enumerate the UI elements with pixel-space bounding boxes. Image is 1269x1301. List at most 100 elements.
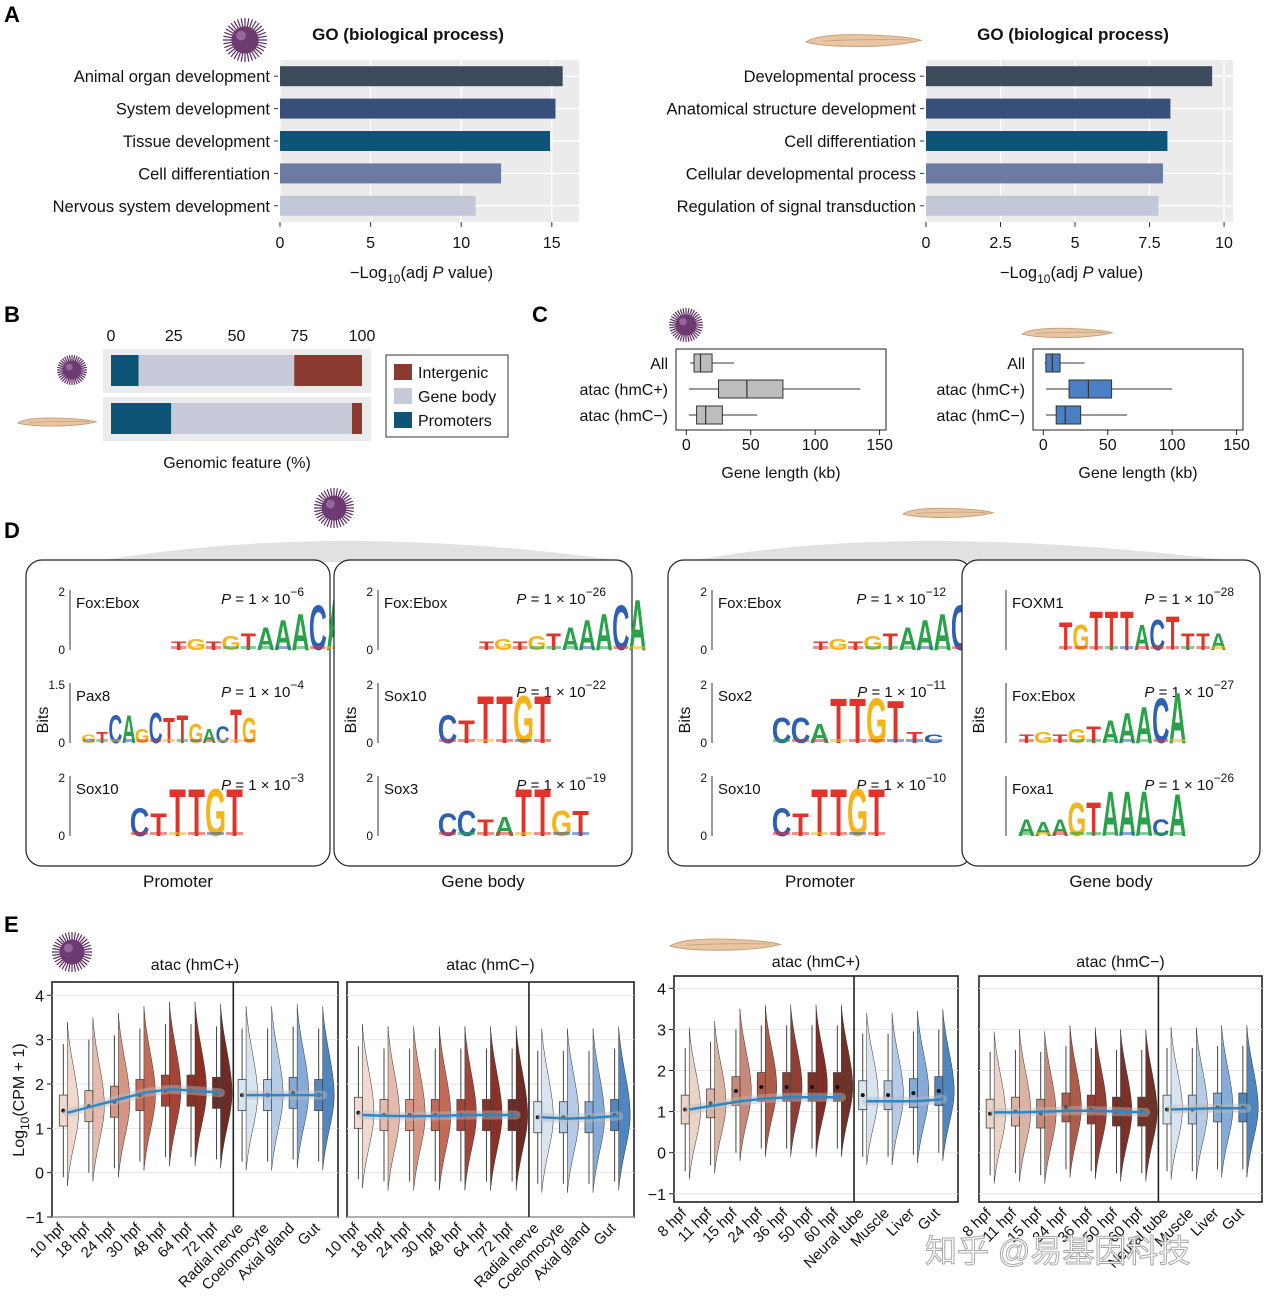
motif-name: Sox3 [384, 781, 418, 798]
logo-minor-letter [773, 739, 790, 742]
logo-minor-letter [1135, 646, 1149, 649]
logo-y-tick-label: 0 [58, 829, 65, 843]
x-tick-label: 5 [366, 235, 375, 252]
median-point [356, 1110, 361, 1115]
violin-shape [765, 1004, 777, 1157]
x-tick-label: Liver [883, 1205, 918, 1240]
motif-name: Sox10 [384, 688, 427, 705]
sea-urchin-icon [314, 488, 354, 528]
logo-minor-letter [163, 739, 175, 742]
violin-shape [515, 1026, 528, 1191]
motif-name: Pax8 [76, 688, 110, 705]
logo-y-tick-label: 0 [366, 829, 373, 843]
violin-shape [1145, 1029, 1158, 1182]
logo-letter: T [177, 707, 189, 752]
go-bar [926, 195, 1159, 216]
logo-letter: T [849, 687, 866, 757]
logo-minor-letter [534, 739, 551, 742]
lamprey-stripe [916, 511, 986, 514]
x-tick-label: 2.5 [989, 235, 1011, 252]
logo-y-tick-label: 2 [58, 771, 65, 785]
motif-p-value: P = 1 × 10−19 [516, 771, 606, 794]
logo-minor-letter [1103, 832, 1118, 835]
logo-minor-letter [515, 832, 532, 835]
logo-letter: C [438, 708, 458, 752]
lamprey-icon [804, 34, 923, 47]
motif-p-value: P = 1 × 10−12 [856, 585, 946, 608]
violin-shape [1246, 1025, 1259, 1178]
logo-letter: A [1169, 679, 1186, 759]
logo-letter: G [866, 687, 887, 757]
category-label: All [650, 356, 668, 373]
go-bar [926, 66, 1213, 87]
y-axis-title: Bits [971, 707, 988, 734]
logo-minor-letter [868, 832, 885, 835]
p-value-exponent: −10 [926, 771, 947, 785]
logo-letter: A [579, 610, 596, 660]
logo-y-tick-label: 2 [366, 678, 373, 692]
logo-letter: G [205, 774, 226, 850]
x-tick-label: 150 [1223, 437, 1250, 454]
category-label: Nervous system development [53, 198, 271, 216]
logo-minor-letter [553, 832, 570, 835]
x-tick-label: 50 [1099, 437, 1117, 454]
logo-minor-letter [792, 739, 809, 742]
go-bar [280, 131, 551, 151]
logo-letter: A [1135, 695, 1152, 754]
logo-letter: T [169, 774, 186, 850]
p-symbol: P [516, 684, 526, 701]
chart-title: GO (biological process) [977, 25, 1169, 44]
sea-urchin-icon [669, 308, 703, 342]
logo-y-tick-label: 2 [700, 585, 707, 599]
p-symbol: P [221, 684, 231, 701]
logo-minor-letter [188, 646, 204, 649]
logo-minor-letter [811, 739, 828, 742]
logo-minor-letter [176, 739, 189, 742]
logo-letter: C [612, 593, 629, 665]
urchin-highlight [326, 499, 335, 509]
y-tick-label: −1 [648, 1187, 666, 1204]
panel-label-a: A [4, 2, 20, 27]
logo-letter: T [883, 629, 898, 656]
logo-minor-letter [1059, 646, 1073, 649]
x-axis-title-italic: P [1083, 264, 1094, 282]
p-value-text: = 1 × 10 [867, 684, 926, 701]
median-point [835, 1084, 840, 1089]
logo-letter: T [1181, 628, 1194, 655]
panel-title: atac (hmC+) [772, 954, 860, 971]
stacked-segment-gene_body [171, 403, 352, 434]
lamprey-stripe [823, 39, 912, 42]
x-tick-label: Gut [294, 1219, 324, 1249]
logo-letter: G [513, 681, 534, 757]
logo-minor-letter [529, 646, 545, 649]
urchin-highlight [66, 363, 73, 371]
motif-box [961, 559, 1261, 867]
x-axis-title-part: value) [444, 264, 494, 282]
trend-line [66, 1088, 221, 1115]
logo-letter: T [458, 715, 475, 751]
p-value-exponent: −4 [290, 678, 304, 692]
logo-minor-letter [477, 832, 494, 835]
violin-shape [143, 1006, 156, 1171]
logo-letter: G [828, 636, 847, 654]
violin-shape [739, 1008, 752, 1161]
x-axis-title-sub: 10 [387, 272, 401, 286]
x-axis-title: Gene length (kb) [721, 465, 840, 482]
motif-name: Sox10 [76, 781, 119, 798]
logo-minor-letter [230, 739, 242, 742]
lamprey-icon [901, 507, 995, 518]
motif-p-value: P = 1 × 10−4 [221, 678, 304, 701]
stacked-segment-intergenic [351, 403, 362, 434]
panel-title: atac (hmC−) [446, 957, 534, 974]
panel-title: atac (hmC−) [1076, 954, 1164, 971]
logo-minor-letter [150, 832, 167, 835]
x-tick-label: 7.5 [1138, 235, 1160, 252]
p-symbol: P [516, 591, 526, 608]
logo-minor-letter [495, 646, 511, 649]
logo-minor-letter [830, 832, 847, 835]
logo-letter: A [595, 602, 612, 661]
x-axis-title: Genomic feature (%) [163, 455, 311, 472]
logo-letter: T [811, 774, 828, 850]
p-value-exponent: −22 [586, 678, 607, 692]
logo-letter: A [810, 718, 830, 749]
